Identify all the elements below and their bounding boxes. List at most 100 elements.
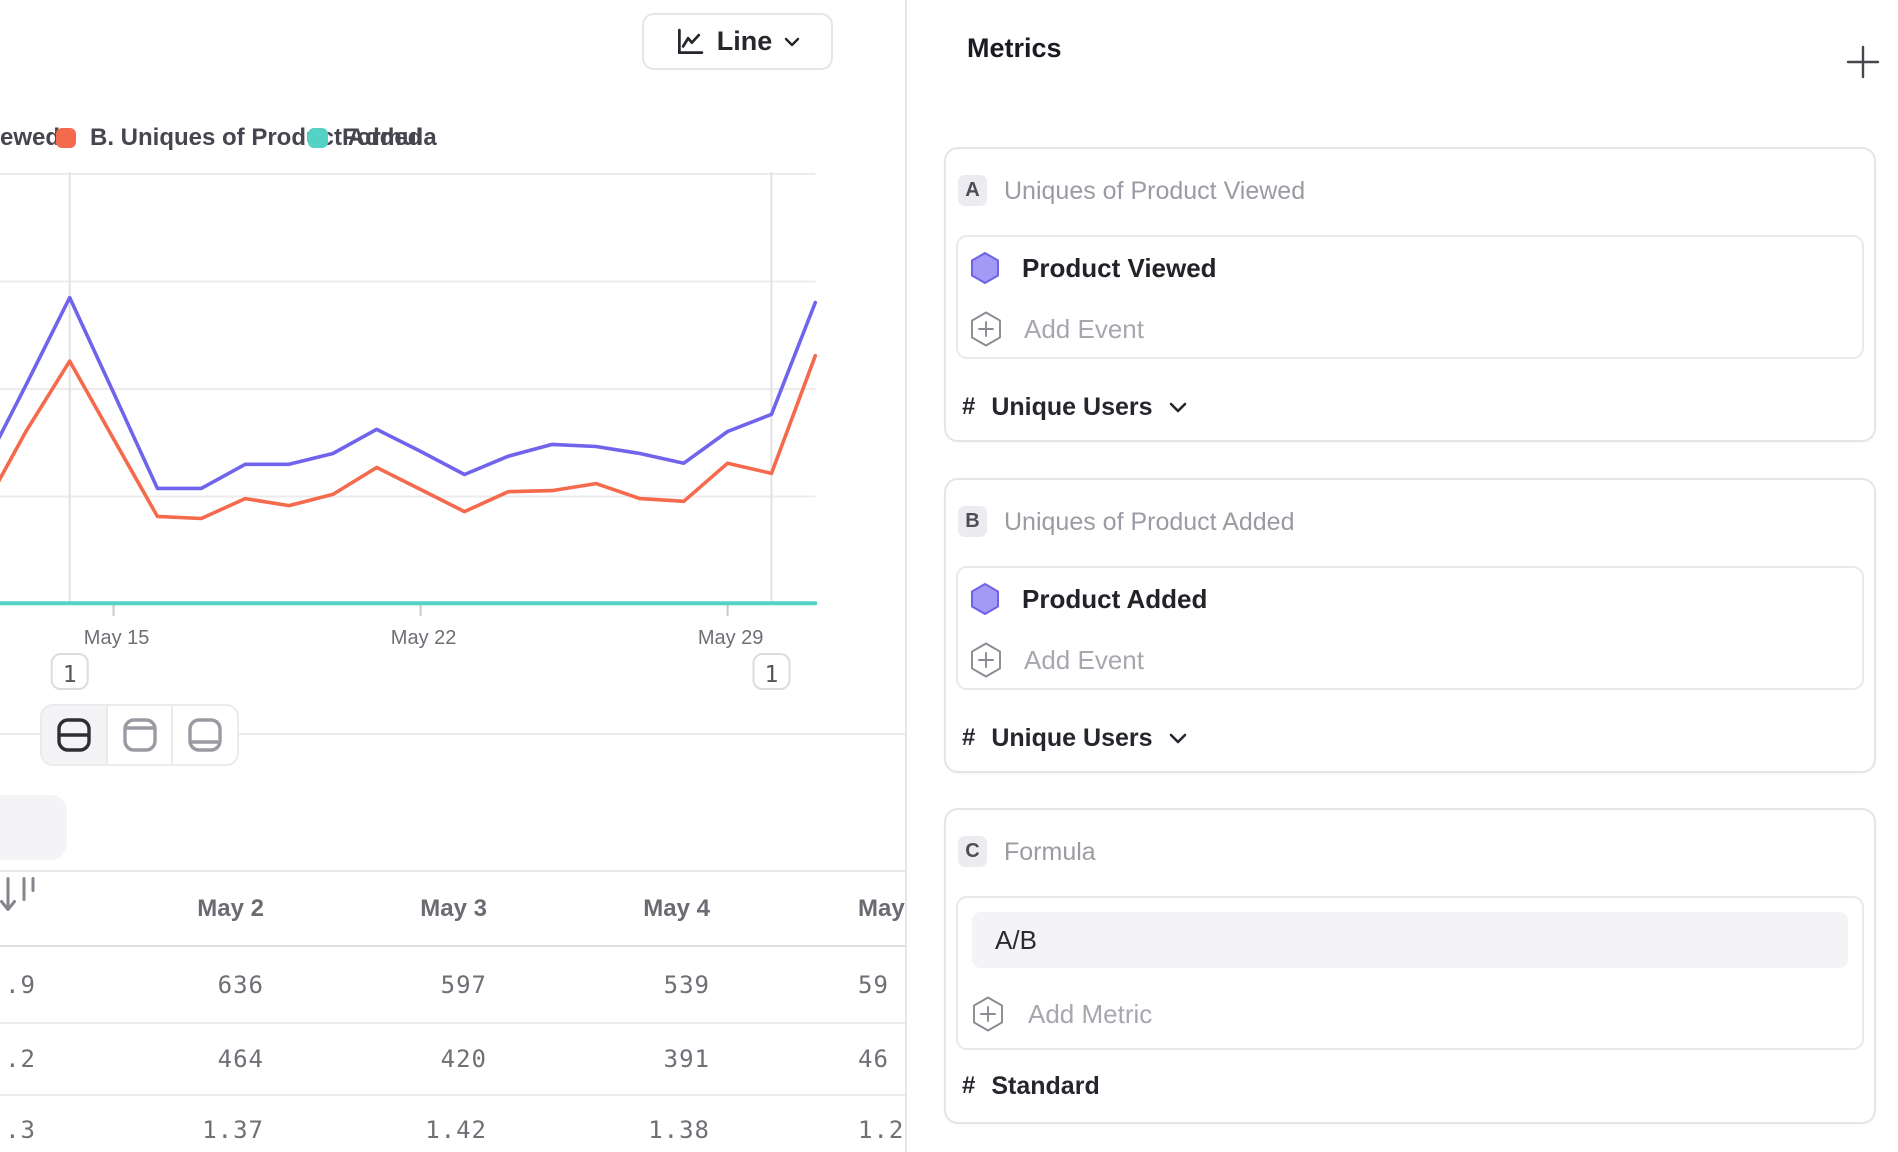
series-line-a [0, 295, 818, 491]
chevron-down-icon [1169, 402, 1187, 413]
table-row-label: .3 [5, 1116, 36, 1144]
section-divider [0, 733, 905, 735]
add-metric-label: Add Metric [1028, 998, 1153, 1029]
hash-icon: # [962, 1072, 976, 1099]
event-hexagon-icon [971, 252, 999, 284]
event-name: Product Added [1022, 583, 1208, 614]
legend-item-a[interactable]: ewed [0, 124, 60, 152]
table-cell: 1.38 [648, 1116, 710, 1144]
metrics-panel-title: Metrics [967, 33, 1062, 63]
legend-label: Formula [342, 124, 437, 151]
sort-icon[interactable] [0, 875, 36, 922]
add-event-button[interactable]: Add Event [958, 630, 1862, 690]
table-cell: 636 [217, 970, 264, 999]
table-header-row: May 2 May 3 May 4 May [0, 872, 905, 947]
metrics-panel: Metrics A Uniques of Product Viewed Prod… [905, 0, 1898, 1152]
legend-swatch-orange [56, 128, 76, 148]
event-name: Product Viewed [1022, 252, 1217, 283]
add-event-button[interactable]: Add Event [958, 299, 1862, 359]
table-cell: 1.2 [858, 1116, 905, 1144]
legend-label: B. Uniques of Product Added [90, 124, 423, 151]
legend-label: ewed [0, 124, 61, 151]
table-row: .3 1.37 1.42 1.38 1.2 [0, 1094, 905, 1152]
legend-swatch-teal [308, 128, 328, 148]
layout-toggle-chart-and-table[interactable] [42, 706, 106, 764]
add-event-label: Add Event [1024, 313, 1144, 344]
annotation-badge[interactable] [752, 653, 791, 690]
table-cell: 464 [217, 1045, 264, 1073]
add-hexagon-icon [970, 642, 1002, 678]
metric-card-b: B Uniques of Product Added Product Added… [944, 478, 1876, 773]
metric-title: Uniques of Product Added [1004, 508, 1295, 536]
line-chart: 1 1 May 15 May 22 May 29 [0, 172, 818, 690]
table-cell: 420 [440, 1045, 487, 1073]
results-table: May 2 May 3 May 4 May .9 636 597 539 59 .2 464 420… [0, 870, 905, 1152]
annotation-badge[interactable] [50, 653, 89, 690]
table-cell: 46 [858, 1045, 889, 1073]
measure-selector[interactable]: # Standard [962, 1068, 1100, 1104]
measure-dropdown[interactable]: # Unique Users [962, 389, 1187, 425]
table-cell: 59 [858, 970, 889, 999]
measure-label: Unique Users [991, 723, 1153, 752]
annotation-badge-label: 1 [63, 662, 77, 688]
layout-toggle-table-only[interactable] [171, 706, 237, 764]
table-cell: 1.42 [425, 1116, 487, 1144]
chart-type-label: Line [716, 26, 773, 56]
add-event-label: Add Event [1024, 644, 1144, 675]
add-metric-plus-button[interactable] [1845, 44, 1881, 80]
line-chart-icon [675, 27, 705, 57]
table-cell: 1.37 [202, 1116, 264, 1144]
add-hexagon-icon [970, 311, 1002, 347]
metric-title: Formula [1004, 838, 1096, 866]
event-row-product-viewed[interactable]: Product Viewed [958, 237, 1862, 299]
table-row: .9 636 597 539 59 [0, 947, 905, 1022]
formula-value: A/B [995, 924, 1037, 955]
hash-icon: # [962, 393, 976, 420]
table-column-header[interactable]: May [858, 894, 905, 922]
annotation-badge-label: 1 [765, 662, 779, 688]
measure-dropdown[interactable]: # Unique Users [962, 720, 1187, 756]
event-row-product-added[interactable]: Product Added [958, 568, 1862, 630]
formula-box: A/B Add Metric [956, 896, 1864, 1050]
layout-toggle-chart-only[interactable] [105, 706, 172, 764]
x-axis-label: May 22 [391, 627, 457, 649]
table-row-label: .2 [5, 1045, 36, 1073]
chart-legend: ewed B. Uniques of Product Added Formula [0, 124, 905, 152]
table-cell: 539 [663, 970, 710, 999]
metric-card-c: C Formula A/B Add Metric # Standard [944, 808, 1876, 1124]
event-box: Product Added Add Event [956, 566, 1864, 690]
chevron-down-icon [1169, 733, 1187, 744]
measure-label: Standard [991, 1071, 1100, 1100]
metric-badge: B [958, 506, 987, 537]
add-metric-button[interactable]: Add Metric [958, 984, 1862, 1044]
table-cell: 597 [440, 970, 487, 999]
chevron-down-icon [784, 37, 800, 47]
metric-badge: C [958, 836, 987, 867]
table-cell: 391 [663, 1045, 710, 1073]
table-column-header[interactable]: May 4 [643, 894, 710, 922]
table-column-header[interactable]: May 3 [420, 894, 487, 922]
add-hexagon-icon [972, 996, 1004, 1032]
series-line-b [0, 353, 818, 521]
metric-card-a: A Uniques of Product Viewed Product View… [944, 147, 1876, 442]
event-box: Product Viewed Add Event [956, 235, 1864, 359]
x-axis-label: May 15 [84, 627, 150, 649]
panel-bottom-icon [187, 717, 223, 753]
truncated-chip[interactable] [0, 795, 67, 860]
legend-item-formula[interactable]: Formula [308, 124, 437, 152]
layout-toggle-group [40, 704, 239, 766]
chart-section: 1 1 May 15 May 22 May 29 Line ewed B. Unique… [0, 0, 905, 1152]
panel-top-icon [122, 717, 158, 753]
hash-icon: # [962, 724, 976, 751]
chart-type-button[interactable]: Line [642, 13, 833, 70]
legend-item-b[interactable]: B. Uniques of Product Added [56, 124, 422, 152]
metric-title: Uniques of Product Viewed [1004, 177, 1306, 205]
table-row: .2 464 420 391 46 [0, 1022, 905, 1094]
event-hexagon-icon [971, 583, 999, 615]
metric-badge: A [958, 175, 987, 206]
x-axis-label: May 29 [698, 627, 764, 649]
split-horizontal-icon [56, 717, 92, 753]
table-column-header[interactable]: May 2 [197, 894, 264, 922]
formula-input[interactable]: A/B [972, 912, 1848, 968]
table-row-label: .9 [5, 970, 36, 999]
